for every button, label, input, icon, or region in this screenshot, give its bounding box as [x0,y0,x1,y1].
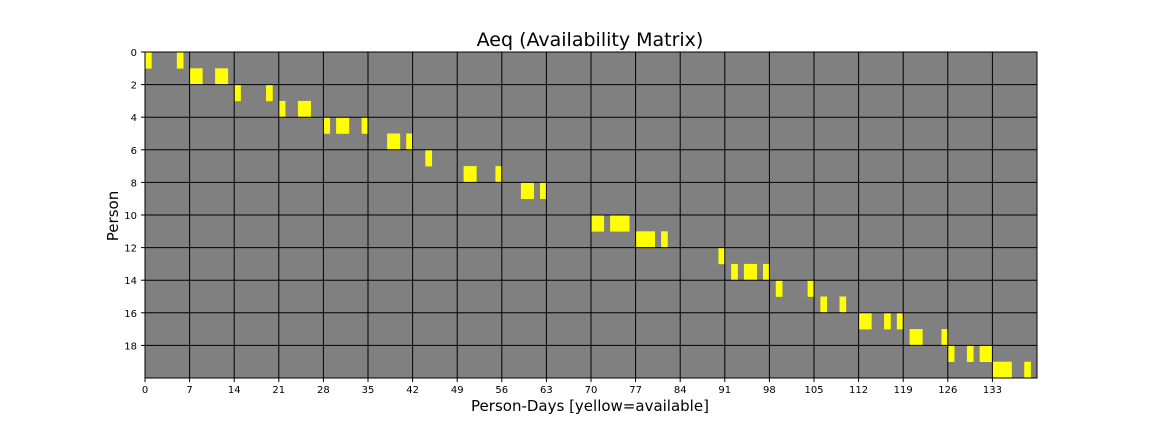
heatmap-cell-available [718,247,726,265]
x-tick-label: 28 [317,385,330,396]
heatmap-cell-available [520,182,528,199]
heatmap-cell-available [915,329,923,346]
heatmap-cell-available [641,231,649,248]
heatmap-cell-available [495,166,503,183]
y-tick-label: 18 [124,341,137,352]
y-axis-label: Person [104,191,122,241]
heatmap-cell-available [864,312,872,330]
heatmap-cell-available [469,166,477,183]
heatmap-cell-available [750,263,757,281]
y-tick-label: 4 [131,113,137,124]
heatmap-cell-available [278,100,286,118]
x-tick-label: 0 [142,385,148,396]
heatmap-cell-available [884,312,891,330]
heatmap-cell-available [896,312,904,330]
heatmap-cell-available [591,215,598,232]
heatmap-cell-available [527,182,534,199]
y-tick-label: 10 [124,211,137,222]
x-tick-label: 91 [718,385,731,396]
heatmap-cell-available [189,68,197,85]
heatmap-cell-available [393,133,401,151]
heatmap-cell-available [858,312,866,330]
heatmap-cell-available [616,215,624,232]
x-tick-label: 112 [849,385,868,396]
x-tick-label: 105 [804,385,823,396]
heatmap-cell-available [966,345,974,362]
heatmap-cell-available [297,100,305,118]
heatmap-cell-available [998,361,1006,379]
heatmap-cell-available [336,117,343,134]
heatmap-cell-available [661,231,668,248]
x-tick-label: 126 [938,385,957,396]
x-tick-label: 63 [540,385,553,396]
heatmap-cell-available [986,345,993,362]
y-tick-label: 12 [124,244,137,255]
x-tick-label: 56 [495,385,508,396]
heatmap-cell-available [763,263,770,281]
heatmap-cell-available [909,329,917,346]
heatmap-cell-available [820,296,828,314]
heatmap-cell-available [176,52,184,69]
y-axis-ticks: 0 2 4 6 8 10 12 14 16 18 [124,48,145,352]
y-tick-label: 8 [131,178,137,189]
heatmap-cell-available [361,117,369,134]
y-tick-label: 16 [124,309,137,320]
x-tick-label: 119 [894,385,913,396]
heatmap-cell-available [743,263,751,281]
heatmap-cell-available [540,182,547,199]
heatmap-cell-available [635,231,643,248]
y-tick-label: 0 [131,48,137,59]
x-axis-label: Person-Days [yellow=available] [471,397,709,415]
heatmap-cell-available [775,280,783,297]
heatmap-cell-available [947,345,955,362]
x-tick-label: 70 [585,385,598,396]
heatmap-cell-available [731,263,738,281]
x-tick-label: 77 [629,385,642,396]
heatmap-cell-available [145,52,152,69]
y-tick-label: 2 [131,81,137,92]
x-tick-label: 7 [186,385,192,396]
x-tick-label: 84 [674,385,687,396]
y-tick-label: 14 [124,276,137,287]
heatmap-cell-available [195,68,203,85]
heatmap-cell-available [221,68,229,85]
x-tick-label: 98 [763,385,776,396]
heatmap-cell-available [234,84,241,102]
heatmap-cell-available [387,133,394,151]
heatmap-cell-available [406,133,413,151]
heatmap-cell-available [1005,361,1012,379]
x-tick-label: 49 [451,385,464,396]
heatmap-cell-available [979,345,987,362]
x-tick-label: 21 [272,385,285,396]
heatmap-cell-available [463,166,471,183]
heatmap-cell-available [610,215,617,232]
heatmap-cell-available [597,215,605,232]
x-tick-label: 133 [983,385,1002,396]
heatmap-cell-available [215,68,222,85]
heatmap-cell-available [992,361,1000,379]
x-tick-label: 35 [362,385,375,396]
heatmap-cell-available [839,296,847,314]
x-tick-label: 14 [228,385,241,396]
heatmap-cell-available [266,84,273,102]
heatmap-cell-available [622,215,630,232]
heatmap-cell-available [323,117,331,134]
heatmap-plot-area [144,51,1038,379]
heatmap-cell-available [304,100,311,118]
y-tick-label: 6 [131,146,137,157]
heatmap-cell-available [807,280,815,297]
chart-title: Aeq (Availability Matrix) [477,29,704,51]
heatmap-cell-available [425,149,433,167]
x-axis-ticks: 0 7 14 21 28 35 42 49 56 63 70 77 84 91 98 105 112 119 126… [142,378,1002,396]
x-tick-label: 42 [406,385,419,396]
heatmap-cell-available [941,329,949,346]
heatmap-cell-available [342,117,350,134]
heatmap-cell-available [1024,361,1031,379]
heatmap-cell-available [648,231,656,248]
